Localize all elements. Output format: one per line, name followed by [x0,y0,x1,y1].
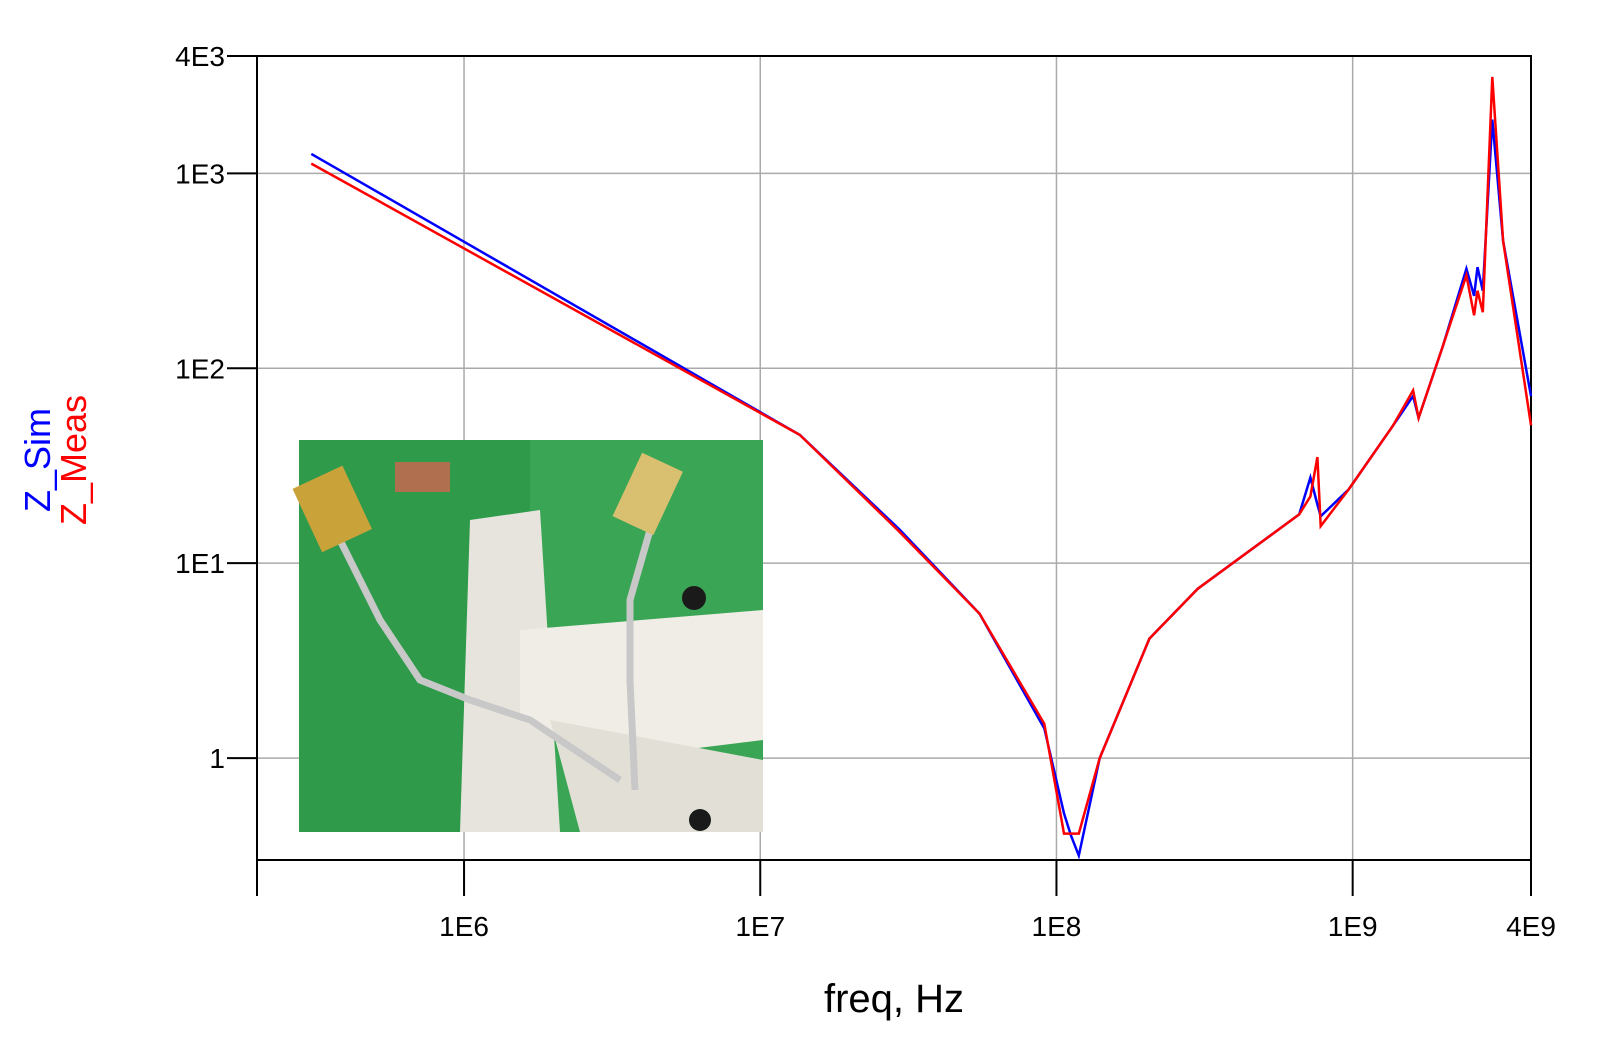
inset-photo [292,440,763,832]
x-axis-title: freq, Hz [824,977,964,1021]
y-tick-label: 1E3 [175,158,225,189]
legend-entry: Z_Meas [53,395,94,525]
x-tick-label: 4E9 [1506,911,1556,942]
series-line [310,76,1533,835]
plot-area [310,76,1533,860]
x-tick-label: 1E6 [439,911,489,942]
y-tick-label: 1E1 [175,548,225,579]
legend-entry: Z_Sim [17,408,58,512]
y-tick-label: 1 [209,743,225,774]
x-tick-label: 1E8 [1032,911,1082,942]
y-tick-label: 1E2 [175,353,225,384]
plot-frame [256,55,1532,861]
x-tick-label: 1E9 [1328,911,1378,942]
y-tick-label: 4E3 [175,41,225,72]
x-tick-label: 1E7 [735,911,785,942]
